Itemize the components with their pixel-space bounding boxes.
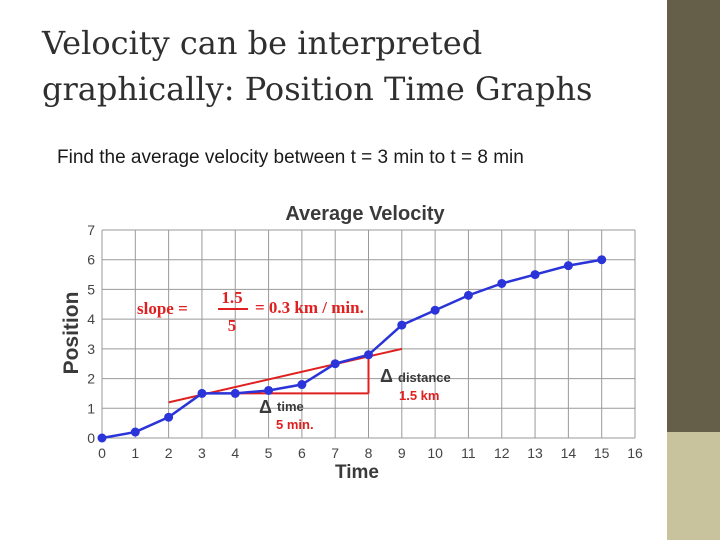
time-value: 5 min. — [276, 417, 314, 432]
x-tick-label: 11 — [461, 445, 476, 461]
y-tick-label: 7 — [87, 222, 95, 238]
x-tick-label: 8 — [365, 445, 373, 461]
x-tick-label: 7 — [331, 445, 339, 461]
data-point — [530, 270, 540, 280]
data-point — [430, 305, 440, 315]
chart-title: Average Velocity — [285, 203, 445, 225]
x-tick-label: 1 — [131, 445, 139, 461]
slope-annotation: slope = 1.5 5 = 0.3 km / min. — [137, 288, 364, 335]
x-tick-label: 12 — [494, 445, 510, 461]
time-label: time — [277, 399, 304, 414]
data-point — [97, 433, 107, 443]
x-tick-label: 4 — [231, 445, 239, 461]
x-tick-label: 10 — [427, 445, 443, 461]
x-tick-label: 14 — [561, 445, 577, 461]
x-tick-label: 5 — [265, 445, 273, 461]
position-time-chart: Average Velocity 0 1 2 3 4 5 6 7 8 9 10 11 12 13 14 15 1… — [55, 193, 655, 503]
slope-numerator: 1.5 — [221, 288, 242, 307]
x-axis-label: Time — [335, 462, 379, 483]
y-tick-label: 1 — [87, 400, 95, 416]
y-tick-label: 5 — [87, 281, 95, 297]
distance-value: 1.5 km — [399, 388, 439, 403]
x-tick-label: 9 — [398, 445, 406, 461]
data-point — [497, 278, 507, 288]
delta-time-symbol: Δ — [259, 397, 272, 417]
x-tick-label: 15 — [594, 445, 610, 461]
data-point — [264, 385, 274, 395]
position-series-line — [101, 258, 602, 440]
slide-prompt: Find the average velocity between t = 3 … — [57, 147, 524, 168]
distance-label: distance — [398, 370, 451, 385]
data-point — [563, 261, 573, 271]
x-tick-label: 2 — [165, 445, 173, 461]
x-tick-label: 16 — [627, 445, 643, 461]
data-point — [597, 255, 607, 265]
data-point — [397, 320, 407, 330]
data-point — [463, 290, 473, 300]
y-tick-label: 3 — [87, 341, 95, 357]
y-tick-label: 4 — [87, 311, 95, 327]
y-tick-label: 2 — [87, 371, 95, 387]
data-point — [364, 350, 373, 360]
slope-denominator: 5 — [228, 316, 237, 335]
x-tick-label: 3 — [198, 445, 206, 461]
y-tick-label: 6 — [87, 252, 95, 268]
data-point — [130, 427, 140, 437]
y-tick-label: 0 — [87, 430, 95, 446]
data-point — [330, 359, 340, 369]
data-point — [164, 412, 174, 422]
x-tick-label: 0 — [98, 445, 106, 461]
slope-rhs-label: = 0.3 km / min. — [255, 298, 364, 317]
time-annotation: Δ time 5 min. — [259, 397, 314, 432]
data-point — [297, 380, 307, 390]
data-point — [197, 388, 207, 398]
x-tick-label: 6 — [298, 445, 306, 461]
y-axis-label: Position — [60, 292, 83, 375]
slope-lhs-label: slope = — [137, 299, 188, 318]
delta-distance-symbol: Δ — [380, 366, 393, 386]
sidebar-accent-light — [667, 432, 720, 540]
x-tick-label: 13 — [527, 445, 543, 461]
data-point — [230, 388, 240, 398]
slide-title: Velocity can be interpreted graphically:… — [42, 24, 593, 108]
distance-annotation: Δ distance 1.5 km — [380, 366, 451, 403]
